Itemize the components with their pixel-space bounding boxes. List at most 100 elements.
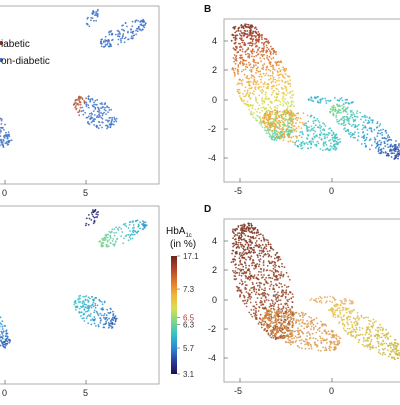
scatter-point [267, 41, 269, 43]
scatter-point [274, 258, 276, 260]
scatter-point [250, 240, 252, 242]
scatter-point [93, 20, 95, 22]
scatter-point [102, 303, 104, 305]
scatter-point [313, 117, 315, 119]
scatter-point [301, 137, 303, 139]
scatter-point [108, 117, 110, 119]
scatter-point [370, 128, 372, 130]
scatter-point [263, 54, 265, 56]
scatter-point [259, 57, 261, 59]
scatter-point [109, 325, 111, 327]
scatter-point [291, 307, 293, 309]
scatter-point [320, 340, 322, 342]
scatter-point [297, 145, 299, 147]
scatter-point [104, 107, 106, 109]
scatter-point [78, 111, 80, 113]
scatter-point [77, 103, 79, 105]
scatter-point [281, 332, 283, 334]
scatter-point [347, 120, 349, 122]
scatter-point [252, 282, 254, 284]
scatter-point [267, 265, 269, 267]
scatter-point [275, 137, 277, 139]
scatter-point [275, 88, 277, 90]
scatter-point [287, 318, 289, 320]
scatter-point [234, 270, 236, 272]
scatter-point [264, 279, 266, 281]
scatter-point [373, 319, 375, 321]
scatter-point [356, 335, 358, 337]
scatter-point [382, 344, 384, 346]
scatter-point [141, 20, 143, 22]
scatter-point [318, 102, 320, 104]
scatter-point [133, 35, 135, 37]
scatter-point [338, 123, 340, 125]
scatter-point [338, 121, 340, 123]
scatter-point [245, 103, 247, 105]
scatter-point [251, 230, 253, 232]
scatter-point [275, 326, 277, 328]
scatter-point [281, 315, 283, 317]
scatter-point [334, 311, 336, 313]
scatter-point [311, 320, 313, 322]
scatter-point [290, 85, 292, 87]
scatter-point [314, 343, 316, 345]
scatter-point [261, 92, 263, 94]
scatter-point [105, 321, 107, 323]
scatter-point [274, 69, 276, 71]
scatter-point [256, 115, 258, 117]
scatter-point [284, 136, 286, 138]
scatter-point [325, 339, 327, 341]
scatter-point [87, 117, 89, 119]
scatter-point [346, 99, 348, 101]
scatter-point [253, 312, 255, 314]
scatter-point [395, 146, 397, 148]
scatter-point [138, 225, 140, 227]
scatter-point [79, 308, 81, 310]
scatter-point [245, 265, 247, 267]
scatter-point [264, 83, 266, 85]
scatter-point [125, 225, 127, 227]
scatter-point [292, 125, 294, 127]
scatter-point [269, 129, 271, 131]
scatter-point [235, 244, 237, 246]
scatter-point [101, 246, 103, 248]
scatter-point [101, 43, 103, 45]
scatter-point [259, 285, 261, 287]
scatter-point [258, 31, 260, 33]
scatter-point [253, 51, 255, 53]
scatter-point [243, 254, 245, 256]
scatter-point [275, 299, 277, 301]
scatter-point [289, 342, 291, 344]
scatter-point [281, 80, 283, 82]
scatter-point [308, 323, 310, 325]
scatter-point [241, 284, 243, 286]
scatter-point [0, 316, 2, 318]
scatter-point [233, 232, 235, 234]
scatter-point [287, 294, 289, 296]
scatter-point [275, 133, 277, 135]
scatter-point [339, 321, 341, 323]
scatter-point [322, 129, 324, 131]
scatter-point [290, 110, 292, 112]
scatter-point [237, 268, 239, 270]
scatter-point [272, 80, 274, 82]
scatter-point [395, 154, 397, 156]
scatter-point [235, 267, 237, 269]
scatter-point [292, 141, 294, 143]
panel-d-points [231, 223, 400, 361]
scatter-point [117, 30, 119, 32]
scatter-point [237, 288, 239, 290]
scatter-point [326, 300, 328, 302]
scatter-point [261, 297, 263, 299]
scatter-point [332, 109, 334, 111]
scatter-point [285, 313, 287, 315]
colorbar-ticks: 17.17.36.56.35.73.1 [177, 252, 199, 379]
scatter-point [345, 109, 347, 111]
panel-b-ytick-label-0: 0 [212, 95, 217, 105]
scatter-point [269, 288, 271, 290]
scatter-point [258, 253, 260, 255]
scatter-point [120, 41, 122, 43]
scatter-point [111, 120, 113, 122]
panel-a-frame [0, 6, 159, 184]
